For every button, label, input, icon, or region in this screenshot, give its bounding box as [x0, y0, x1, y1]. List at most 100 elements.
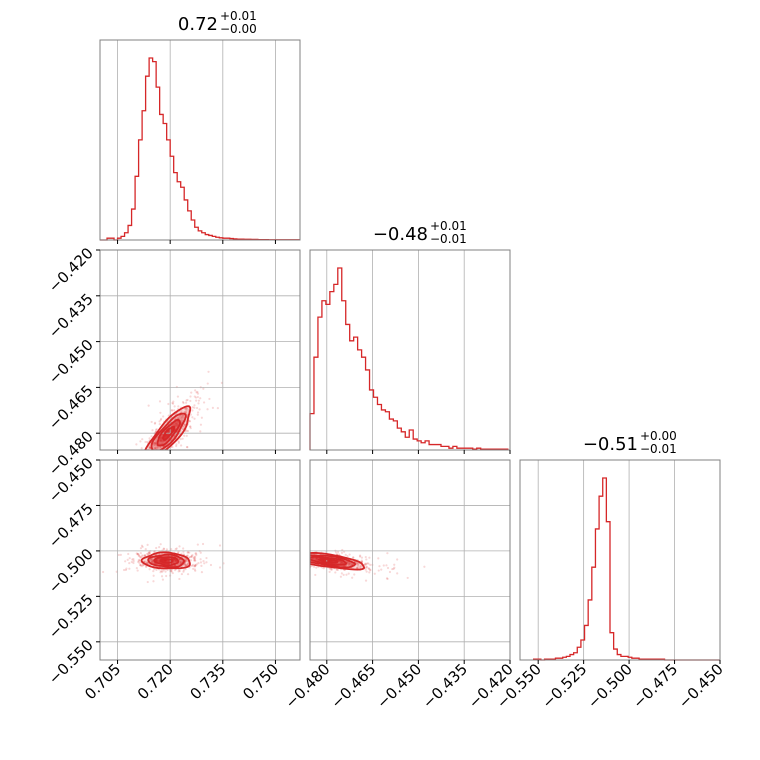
- scatter-point: [306, 560, 308, 562]
- scatter-point: [282, 553, 284, 555]
- scatter-point: [152, 570, 155, 573]
- scatter-point: [177, 416, 180, 420]
- scatter-point: [201, 542, 205, 546]
- scatter-point: [337, 553, 341, 556]
- scatter-point: [139, 555, 142, 558]
- scatter-point: [328, 567, 331, 570]
- scatter-point: [330, 568, 333, 572]
- scatter-point: [152, 574, 155, 577]
- scatter-point: [306, 554, 308, 556]
- scatter-point: [166, 433, 169, 436]
- scatter-point: [147, 453, 149, 455]
- scatter-point: [164, 435, 167, 438]
- scatter-point: [296, 557, 298, 559]
- scatter-point: [157, 452, 159, 454]
- scatter-point: [174, 424, 177, 428]
- scatter-point: [194, 564, 197, 567]
- scatter-point: [168, 457, 170, 459]
- scatter-point: [334, 551, 338, 554]
- scatter-point: [144, 461, 146, 463]
- scatter-point: [160, 461, 162, 463]
- scatter-point: [290, 560, 292, 562]
- scatter-point: [149, 451, 151, 453]
- scatter-point: [173, 558, 176, 561]
- scatter-point: [196, 392, 200, 395]
- scatter-point: [396, 558, 399, 561]
- scatter-point: [152, 580, 155, 583]
- scatter-point: [293, 556, 295, 558]
- scatter-point: [315, 557, 318, 560]
- scatter-point: [360, 559, 363, 562]
- contour-line: [147, 553, 185, 569]
- scatter-point: [164, 559, 167, 562]
- scatter-point: [196, 543, 199, 546]
- scatter-point: [193, 557, 196, 561]
- scatter-point: [144, 554, 147, 557]
- scatter-point: [152, 452, 154, 454]
- scatter-point: [163, 466, 165, 468]
- scatter-point: [301, 550, 303, 552]
- scatter-point: [167, 559, 170, 563]
- scatter-point: [153, 441, 156, 444]
- scatter-point: [356, 566, 359, 569]
- scatter-point: [178, 417, 181, 420]
- scatter-point: [290, 555, 292, 557]
- scatter-point: [206, 408, 209, 411]
- scatter-point: [341, 548, 344, 552]
- scatter-point: [423, 565, 426, 568]
- scatter-point: [176, 563, 180, 566]
- scatter-point: [313, 557, 317, 561]
- scatter-point: [290, 556, 292, 558]
- scatter-point: [148, 446, 152, 449]
- scatter-point: [193, 406, 196, 409]
- scatter-point: [351, 576, 354, 579]
- scatter-point: [160, 569, 163, 573]
- scatter-point: [186, 554, 189, 557]
- scatter-point: [302, 561, 304, 563]
- scatter-point: [153, 422, 157, 425]
- scatter-point: [378, 565, 381, 568]
- scatter-point: [364, 579, 368, 582]
- scatter-point: [148, 451, 150, 453]
- scatter-point: [364, 562, 367, 565]
- scatter-point: [148, 457, 150, 459]
- scatter-point: [126, 481, 128, 483]
- scatter-point: [386, 552, 389, 555]
- scatter-point: [368, 556, 371, 559]
- scatter-point: [291, 553, 293, 555]
- scatter-point: [166, 451, 168, 453]
- scatter-point: [303, 558, 305, 560]
- x-tick-label: −0.500: [584, 660, 636, 712]
- scatter-point: [154, 457, 156, 459]
- scatter-point: [307, 559, 309, 561]
- scatter-point: [175, 421, 178, 424]
- scatter-point: [305, 562, 307, 564]
- scatter-point: [355, 562, 358, 565]
- panel-frame: [99, 39, 301, 241]
- scatter-point: [180, 421, 183, 424]
- scatter-point: [303, 559, 305, 561]
- scatter-point: [189, 413, 192, 416]
- scatter-point: [352, 556, 355, 559]
- scatter-point: [304, 556, 306, 558]
- scatter-point: [192, 567, 195, 570]
- scatter-point: [193, 395, 196, 398]
- scatter-point: [339, 575, 342, 578]
- scatter-point: [292, 558, 294, 560]
- scatter-point: [290, 558, 292, 560]
- scatter-point: [151, 478, 153, 480]
- scatter-point: [124, 560, 127, 563]
- scatter-point: [254, 560, 256, 562]
- scatter-point: [135, 452, 137, 454]
- scatter-point: [315, 558, 318, 561]
- scatter-point: [175, 443, 178, 446]
- scatter-point: [352, 556, 355, 559]
- scatter-point: [348, 561, 351, 565]
- x-tick-label: 0.705: [81, 660, 124, 703]
- scatter-point: [393, 566, 396, 569]
- scatter-point: [364, 568, 367, 571]
- scatter-point: [174, 548, 177, 551]
- scatter-point: [144, 548, 147, 551]
- scatter-point: [161, 442, 164, 445]
- scatter-point: [182, 569, 185, 572]
